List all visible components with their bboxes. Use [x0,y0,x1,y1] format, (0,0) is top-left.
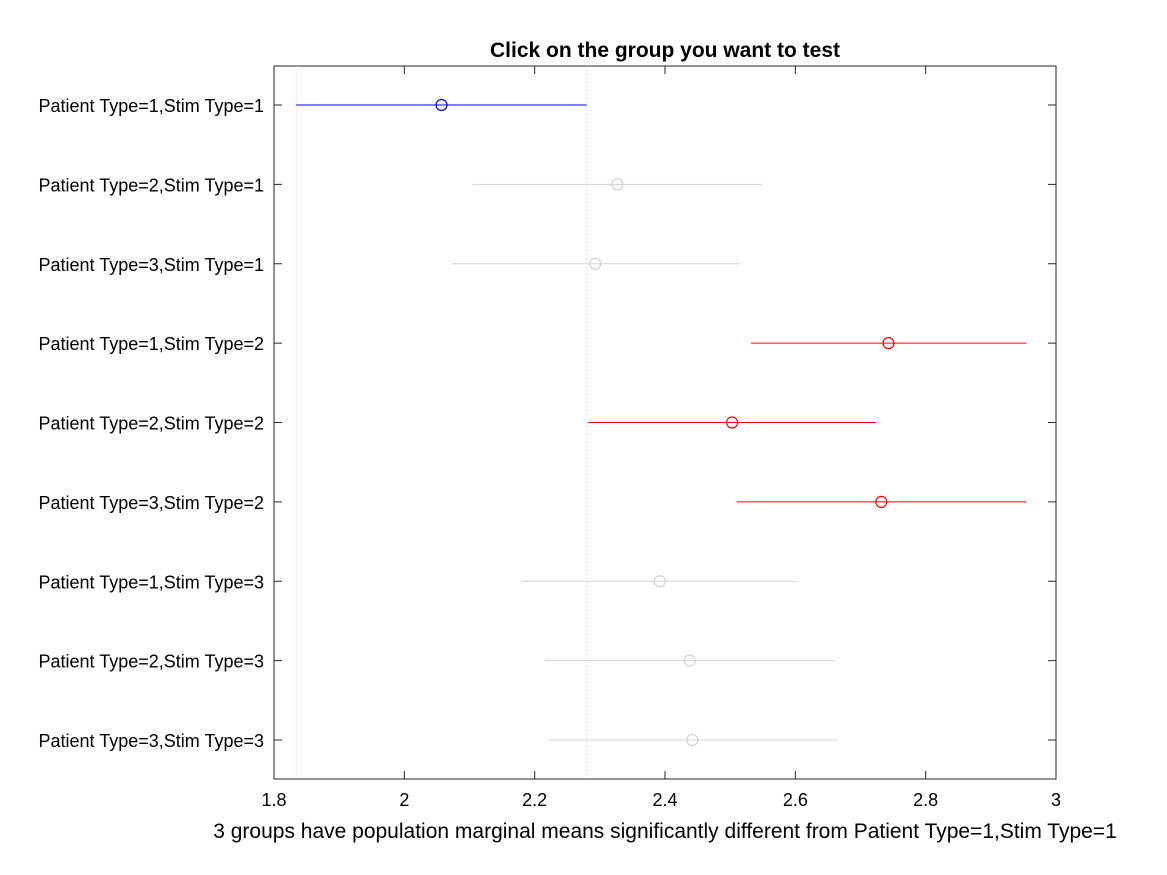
group-interval-9[interactable] [548,733,838,747]
y-axis-ticks [274,104,1056,741]
x-tick-label: 2.8 [913,790,938,810]
group-mean-marker[interactable] [686,733,699,747]
group-mean-marker[interactable] [882,337,895,350]
x-tick-label: 2 [399,790,409,810]
group-interval-2[interactable] [472,178,763,191]
group-intervals [296,98,1027,747]
group-interval-1[interactable] [296,98,587,112]
chart-title: Click on the group you want to test [490,39,840,62]
group-label[interactable]: Patient Type=1,Stim Type=2 [39,334,264,354]
group-interval-4[interactable] [751,337,1027,350]
group-label[interactable]: Patient Type=3,Stim Type=3 [39,731,264,751]
group-label[interactable]: Patient Type=1,Stim Type=1 [39,96,264,116]
group-interval-6[interactable] [736,495,1027,508]
group-label[interactable]: Patient Type=2,Stim Type=1 [39,175,264,195]
x-tick-label: 2.2 [522,790,547,810]
group-interval-7[interactable] [521,575,798,588]
x-tick-label: 1.8 [261,790,286,810]
group-label[interactable]: Patient Type=1,Stim Type=3 [39,572,264,592]
group-mean-marker[interactable] [875,495,888,508]
group-label[interactable]: Patient Type=3,Stim Type=2 [39,493,264,513]
group-interval-8[interactable] [545,654,835,667]
x-tick-label: 2.6 [783,790,808,810]
group-interval-5[interactable] [588,416,877,429]
x-axis-label: 3 groups have population marginal means … [213,820,1117,843]
group-mean-marker[interactable] [589,257,602,270]
group-mean-marker[interactable] [611,178,624,191]
group-mean-marker[interactable] [726,416,739,429]
group-mean-marker[interactable] [653,575,666,588]
group-label[interactable]: Patient Type=3,Stim Type=1 [39,255,264,275]
group-label[interactable]: Patient Type=2,Stim Type=2 [39,414,264,434]
group-mean-marker[interactable] [683,654,696,667]
y-axis-labels: Patient Type=1,Stim Type=1 Patient Type=2… [39,96,264,751]
x-tick-label: 2.4 [652,790,677,810]
x-axis-tick-labels: 1.8 2 2.2 2.4 2.6 2.8 3 [261,790,1061,810]
group-label[interactable]: Patient Type=2,Stim Type=3 [39,652,264,672]
selected-interval-reference-lines [295,66,588,779]
x-tick-label: 3 [1051,790,1061,810]
group-interval-3[interactable] [451,257,740,270]
x-axis-ticks [273,66,1057,779]
group-mean-marker[interactable] [435,98,448,112]
